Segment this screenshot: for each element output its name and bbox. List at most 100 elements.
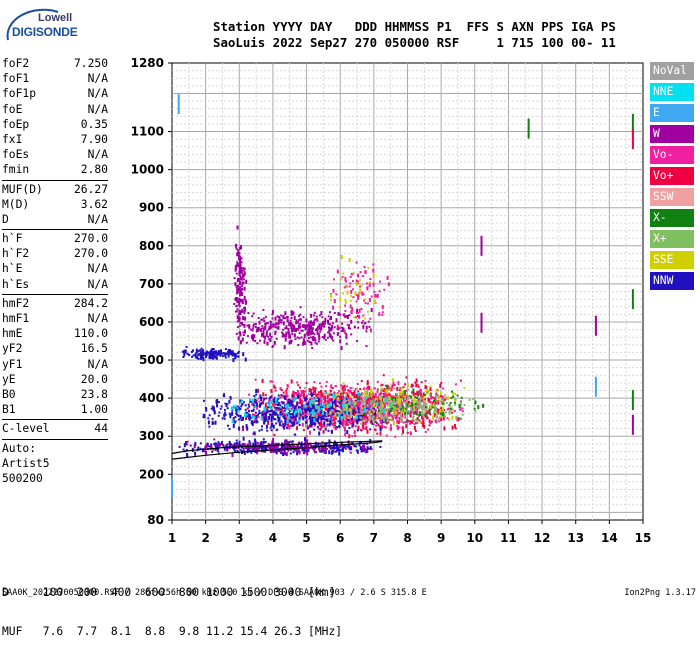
echo-point	[428, 398, 431, 403]
echo-point	[392, 413, 395, 416]
echo-point	[206, 350, 209, 353]
echo-point	[340, 346, 343, 351]
legend-item: SSW	[650, 188, 694, 206]
echo-point	[333, 392, 336, 395]
echo-point	[420, 421, 423, 424]
echo-point	[235, 292, 238, 295]
echo-point	[329, 421, 332, 426]
echo-point	[394, 414, 397, 417]
echo-point	[275, 422, 278, 425]
echo-point	[313, 333, 316, 336]
x-tick-label: 11	[500, 531, 517, 545]
echo-point	[305, 327, 308, 329]
echo-point	[346, 290, 349, 295]
echo-point	[275, 323, 278, 326]
echo-point	[194, 441, 197, 446]
echo-point	[320, 398, 323, 401]
echo-point	[322, 405, 325, 408]
echo-point	[313, 381, 316, 383]
echo-point	[437, 400, 440, 405]
echo-point	[238, 254, 241, 257]
echo-point	[299, 413, 302, 416]
echo-point	[235, 412, 238, 415]
echo-point	[241, 337, 244, 342]
echo-point	[311, 398, 314, 403]
echo-point	[290, 327, 293, 330]
echo-point	[223, 446, 226, 451]
echo-point	[235, 272, 238, 275]
echo-point	[189, 444, 192, 447]
echo-point	[330, 452, 333, 455]
echo-point	[376, 388, 379, 391]
echo-point	[296, 393, 299, 396]
legend-item: Vo+	[650, 167, 694, 185]
echo-point	[418, 390, 421, 395]
echo-point	[379, 419, 382, 422]
echo-point	[386, 275, 389, 280]
echo-point	[304, 390, 306, 393]
echo-point	[271, 415, 274, 418]
echo-point	[370, 388, 373, 391]
echo-point	[261, 443, 264, 445]
echo-point	[224, 413, 227, 416]
echo-point	[243, 323, 246, 328]
echo-point	[373, 428, 376, 431]
echo-point	[326, 336, 329, 339]
echo-point	[201, 351, 204, 356]
echo-point	[376, 380, 379, 383]
echo-point	[240, 270, 243, 274]
echo-point	[318, 407, 321, 412]
echo-point	[262, 400, 265, 405]
echo-point	[217, 443, 220, 447]
echo-point	[452, 395, 455, 398]
echo-point	[280, 413, 283, 416]
echo-point	[224, 352, 227, 357]
echo-point	[425, 415, 428, 420]
echo-point	[379, 427, 382, 432]
echo-point	[265, 397, 268, 400]
echo-point	[362, 449, 365, 452]
echo-point	[330, 393, 333, 396]
echo-point	[300, 329, 303, 332]
echo-point	[285, 389, 288, 392]
echo-point	[321, 336, 324, 338]
echo-point	[289, 419, 292, 424]
echo-point	[255, 389, 258, 393]
echo-point	[183, 349, 186, 354]
echo-point	[421, 405, 424, 408]
echo-point	[279, 406, 282, 409]
echo-point	[307, 332, 310, 337]
param-row: yF1 N/A	[2, 357, 108, 372]
echo-point	[285, 416, 288, 419]
echo-point	[282, 315, 285, 318]
echo-point	[319, 330, 322, 333]
echo-point	[256, 447, 259, 452]
echo-point	[396, 419, 399, 424]
echo-point	[417, 394, 420, 397]
echo-point	[345, 398, 348, 401]
echo-point	[239, 276, 242, 281]
echo-point	[415, 400, 418, 405]
echo-point	[262, 332, 265, 337]
echo-point	[414, 408, 417, 411]
echo-point	[346, 323, 349, 326]
echo-point	[431, 403, 434, 406]
echo-point	[303, 451, 306, 454]
echo-point	[240, 299, 243, 302]
echo-point	[244, 306, 246, 311]
echo-point	[454, 398, 457, 401]
echo-point	[229, 397, 232, 400]
echo-point	[386, 390, 389, 395]
param-value: 2.80	[80, 163, 108, 177]
echo-point	[356, 419, 358, 422]
echo-point	[416, 397, 419, 400]
echo-point	[186, 453, 189, 457]
echo-point	[393, 415, 396, 418]
echo-point	[272, 417, 275, 420]
echo-point	[381, 305, 384, 310]
echo-point	[212, 352, 215, 357]
echo-point	[339, 412, 342, 415]
echo-point	[333, 311, 336, 314]
y-tick-label: 900	[139, 201, 164, 215]
echo-point	[405, 393, 408, 396]
